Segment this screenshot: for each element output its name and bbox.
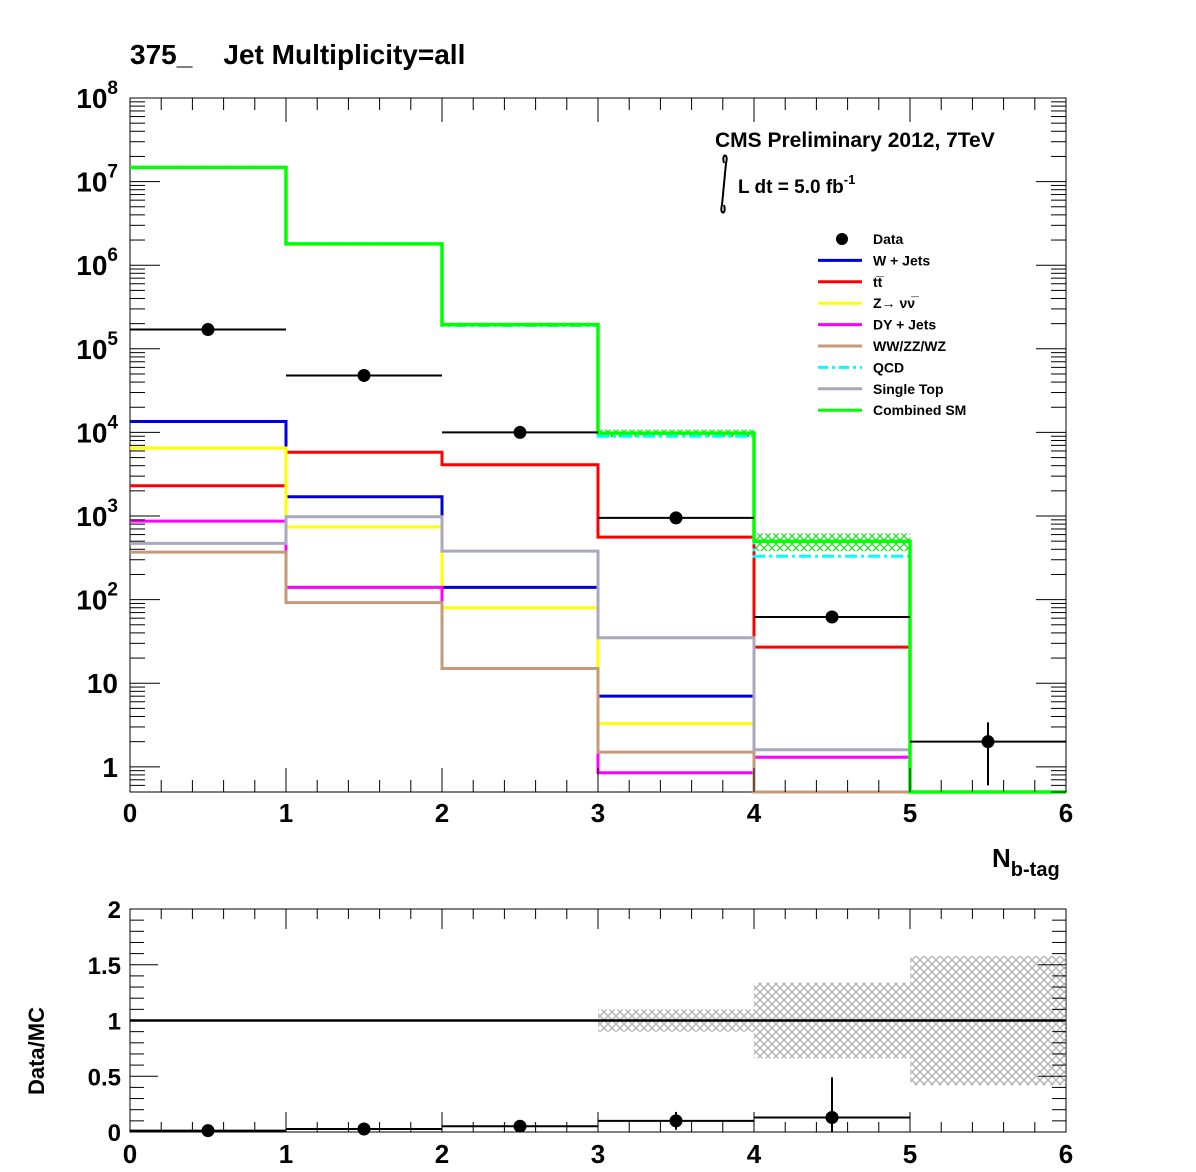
ratio-y-tick-label-2: 1 xyxy=(108,1009,121,1036)
legend-entry-2: tt̅ xyxy=(818,274,884,290)
series-line-5 xyxy=(130,165,912,792)
legend-marker-0 xyxy=(836,233,848,245)
ratio-x-tick-label-4: 4 xyxy=(747,1139,762,1169)
legend: Data W + Jets tt̅ Z→ νν̅ DY + Jets WW/ZZ/WZ QC… xyxy=(818,231,966,418)
ratio-points xyxy=(130,1077,910,1138)
ratio-y-tick-label-3: 1.5 xyxy=(88,953,121,980)
series-line-7 xyxy=(130,165,1066,794)
x-tick-label-6: 6 xyxy=(1059,798,1073,828)
x-tick-label-4: 4 xyxy=(747,798,762,828)
legend-label-3: Z→ νν̅ xyxy=(873,295,919,311)
data-point-3 xyxy=(669,511,683,525)
legend-entry-1: W + Jets xyxy=(818,252,930,268)
y-tick-label-0: 1 xyxy=(102,752,118,783)
ratio-y-tick-label-1: 0.5 xyxy=(88,1064,121,1091)
x-tick-label-5: 5 xyxy=(903,798,917,828)
y-tick-label-6: 106 xyxy=(76,245,118,281)
y-tick-label-7: 107 xyxy=(76,162,118,198)
ratio-x-tick-label-6: 6 xyxy=(1059,1139,1073,1169)
x-axis-label: Nb-tag xyxy=(992,843,1060,881)
legend-entry-4: DY + Jets xyxy=(818,317,936,333)
legend-label-5: WW/ZZ/WZ xyxy=(873,338,947,354)
legend-entry-7: Single Top xyxy=(818,381,944,397)
x-tick-label-3: 3 xyxy=(591,798,605,828)
y-tick-label-2: 102 xyxy=(76,580,118,616)
ratio-point-3 xyxy=(669,1114,683,1128)
legend-label-6: QCD xyxy=(873,359,904,375)
ratio-point-1 xyxy=(357,1122,371,1136)
ratio-y-tick-label-4: 2 xyxy=(108,897,121,924)
lumi-label: L dt = 5.0 fb-1 xyxy=(738,172,855,198)
y-tick-label-5: 105 xyxy=(76,329,118,365)
legend-entry-6: QCD xyxy=(818,359,904,375)
ratio-axes: 0 1 2 3 4 5 6 0 0.5 1 1.5 2 xyxy=(88,897,1074,1169)
y-tick-label-1: 10 xyxy=(87,668,118,699)
ratio-y-axis-label: Data/MC xyxy=(24,1007,49,1095)
ratio-point-2 xyxy=(513,1119,527,1133)
data-point-5 xyxy=(981,735,995,749)
legend-label-8: Combined SM xyxy=(873,402,966,418)
legend-label-7: Single Top xyxy=(873,381,944,397)
legend-entry-8: Combined SM xyxy=(818,402,966,418)
legend-label-2: tt̅ xyxy=(873,274,884,290)
legend-entry-5: WW/ZZ/WZ xyxy=(818,338,947,354)
ratio-x-tick-label-2: 2 xyxy=(435,1139,449,1169)
series-line-6 xyxy=(130,515,912,792)
legend-label-1: W + Jets xyxy=(873,252,930,268)
x-tick-label-1: 1 xyxy=(279,798,293,828)
data-point-0 xyxy=(201,323,215,337)
ratio-x-tick-label-5: 5 xyxy=(903,1139,917,1169)
legend-entry-0: Data xyxy=(836,231,904,247)
data-point-1 xyxy=(357,368,371,382)
y-tick-label-3: 103 xyxy=(76,496,118,532)
legend-entry-3: Z→ νν̅ xyxy=(818,295,919,311)
y-tick-label-8: 108 xyxy=(76,78,118,114)
data-point-4 xyxy=(825,610,839,624)
data-points xyxy=(130,323,1066,786)
x-tick-label-2: 2 xyxy=(435,798,449,828)
series-line-3 xyxy=(130,519,912,792)
series-line-1 xyxy=(130,450,912,792)
ratio-y-tick-label-0: 0 xyxy=(108,1120,121,1147)
data-point-2 xyxy=(513,425,527,439)
ratio-point-0 xyxy=(201,1124,215,1138)
legend-label-4: DY + Jets xyxy=(873,317,936,333)
y-tick-label-4: 104 xyxy=(76,412,118,448)
ratio-x-tick-label-0: 0 xyxy=(123,1139,137,1169)
chart-title: 375_ Jet Multiplicity=all xyxy=(130,39,465,70)
integral-sign-icon xyxy=(720,154,728,214)
x-tick-label-0: 0 xyxy=(123,798,137,828)
cms-label: CMS Preliminary 2012, 7TeV xyxy=(715,129,995,152)
ratio-plot: 0 1 2 3 4 5 6 0 0.5 1 1.5 2 Data/MC xyxy=(24,897,1073,1169)
ratio-x-tick-label-1: 1 xyxy=(279,1139,293,1169)
legend-label-0: Data xyxy=(873,231,904,247)
ratio-point-4 xyxy=(825,1111,839,1125)
ratio-x-tick-label-3: 3 xyxy=(591,1139,605,1169)
